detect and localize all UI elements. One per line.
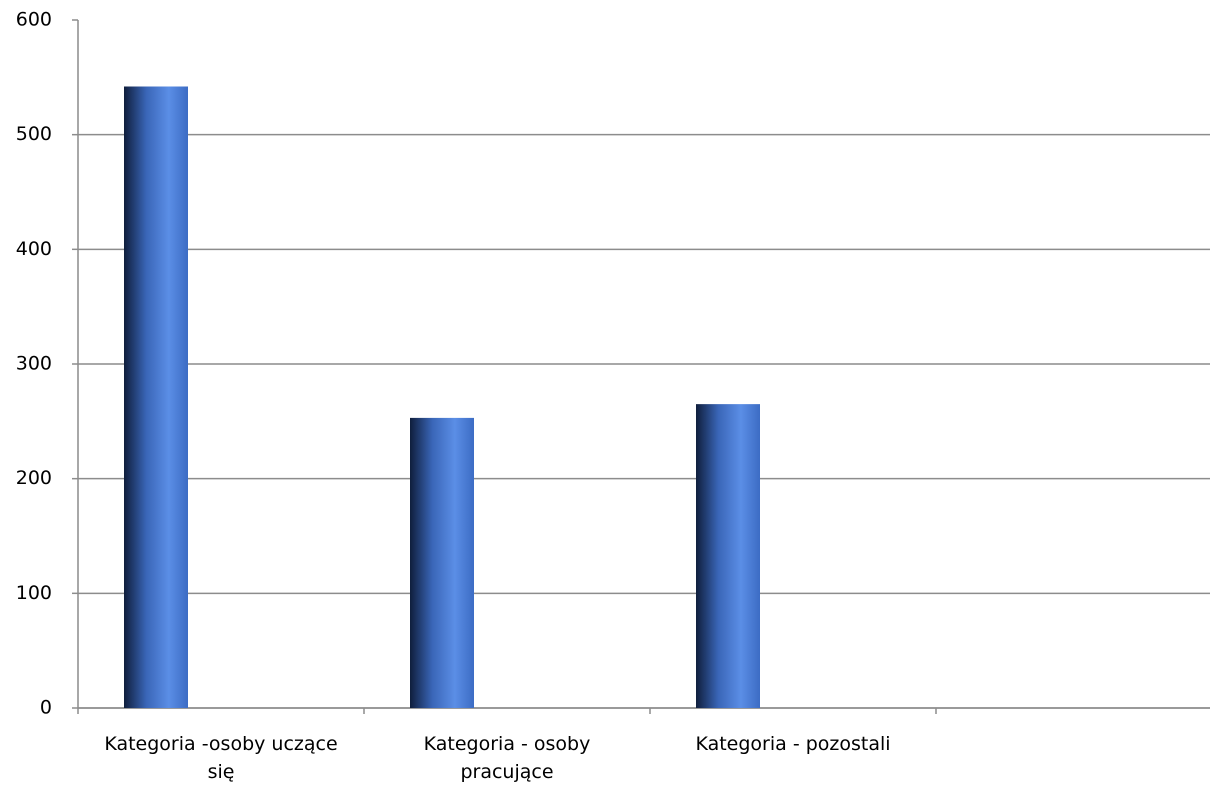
y-tick-label: 100 bbox=[16, 582, 52, 604]
x-tick-label: Kategoria - osoby pracujące bbox=[423, 733, 591, 783]
y-tick-label: 200 bbox=[16, 467, 52, 489]
bar bbox=[124, 86, 188, 709]
bar bbox=[410, 417, 474, 708]
x-tick-label: Kategoria -osoby uczące się bbox=[104, 733, 338, 783]
x-tick-label: Kategoria - pozostali bbox=[695, 733, 891, 755]
y-tick-label: 400 bbox=[16, 238, 52, 260]
y-tick-label: 500 bbox=[16, 123, 52, 145]
y-tick-label: 0 bbox=[40, 697, 52, 719]
y-tick-label: 300 bbox=[16, 353, 52, 375]
y-tick-label: 600 bbox=[16, 9, 52, 31]
bar bbox=[696, 404, 760, 708]
